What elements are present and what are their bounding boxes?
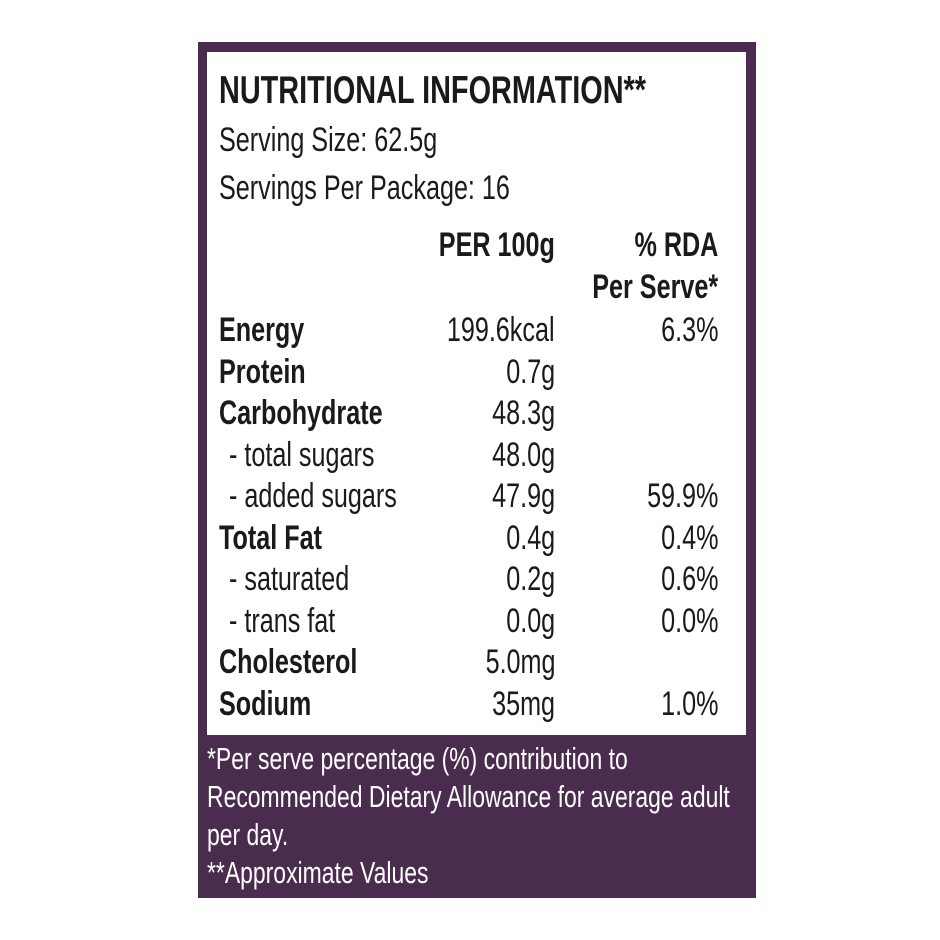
- per-100g-value: 199.6kcal: [447, 311, 555, 349]
- column-header: % RDA: [634, 226, 718, 264]
- nutrient-name: - added sugars: [229, 477, 397, 515]
- nutrient-name: Protein: [219, 352, 306, 391]
- per-100g-value: 47.9g: [492, 477, 555, 515]
- rda-value: 0.0%: [660, 601, 718, 640]
- nutrient-name: Cholesterol: [219, 643, 358, 681]
- nutrient-name: Sodium: [219, 684, 312, 723]
- nutrient-name: - trans fat: [229, 601, 336, 640]
- nutrient-name: - total sugars: [229, 435, 375, 474]
- nutrient-name: Total Fat: [219, 518, 322, 557]
- nutrient-name: Carbohydrate: [219, 394, 383, 432]
- rda-value: 0.6%: [660, 560, 718, 598]
- rda-value: 1.0%: [660, 684, 718, 723]
- per-100g-value: 48.0g: [492, 435, 555, 474]
- footnote: per day.: [207, 816, 289, 852]
- footnote: *Per serve percentage (%) contribution t…: [207, 740, 628, 776]
- per-100g-value: 0.7g: [506, 352, 555, 391]
- per-100g-value: 35mg: [492, 684, 555, 723]
- serving-size: Serving Size: 62.5g: [219, 121, 438, 159]
- rda-value: 59.9%: [646, 477, 718, 515]
- footnote: Recommended Dietary Allowance for averag…: [207, 778, 730, 814]
- footnote: **Approximate Values: [207, 854, 429, 890]
- nutrient-name: - saturated: [229, 560, 350, 598]
- rda-value: 0.4%: [660, 518, 718, 557]
- title: NUTRITIONAL INFORMATION**: [219, 68, 647, 112]
- per-100g-value: 0.0g: [506, 601, 555, 640]
- rda-value: 6.3%: [660, 311, 718, 349]
- per-100g-value: 5.0mg: [485, 643, 555, 681]
- nutrient-name: Energy: [219, 311, 305, 349]
- per-100g-value: 0.2g: [506, 560, 555, 598]
- column-header: PER 100g: [438, 226, 555, 264]
- column-header: Per Serve*: [592, 268, 718, 306]
- servings-per-package: Servings Per Package: 16: [219, 169, 510, 207]
- per-100g-value: 0.4g: [506, 518, 555, 557]
- per-100g-value: 48.3g: [492, 394, 555, 432]
- label-panel: [207, 52, 746, 735]
